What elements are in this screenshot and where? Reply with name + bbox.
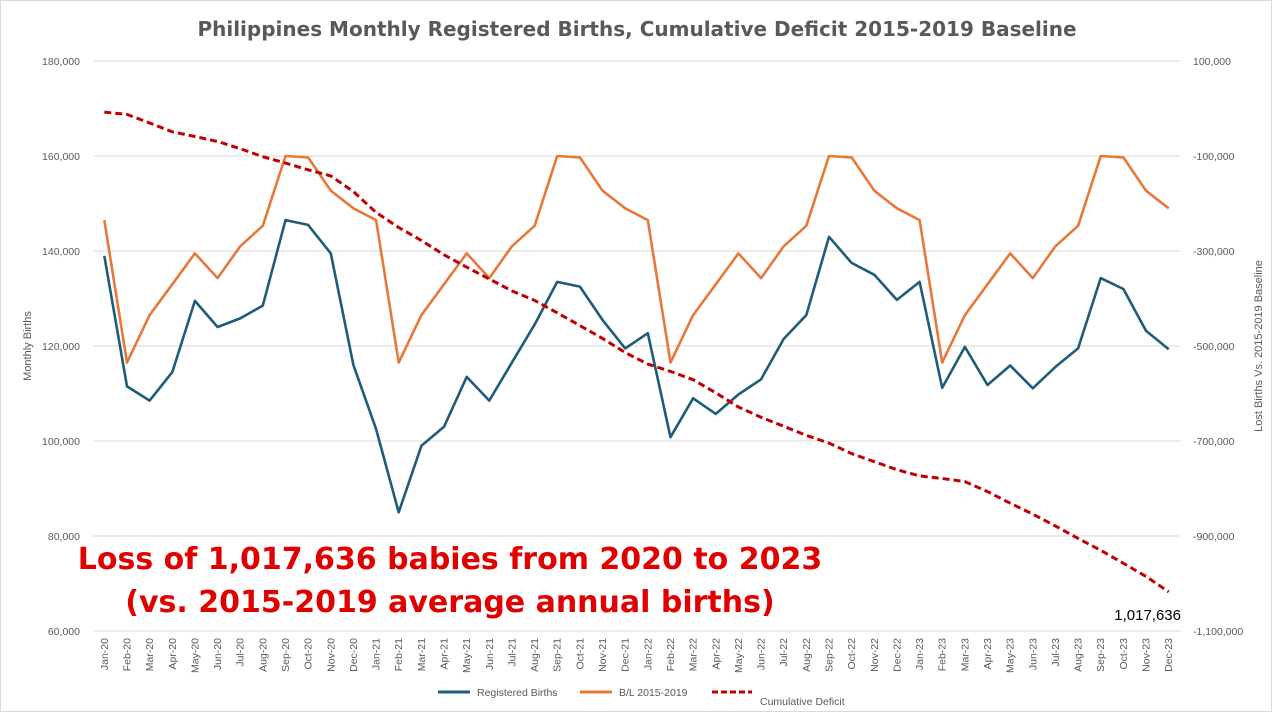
x-tick-label: Oct-22 [846,638,858,670]
x-tick-label: Dec-22 [891,638,903,672]
legend-label-registered-births: Registered Births [477,687,558,699]
x-tick-label: Nov-23 [1141,638,1153,672]
x-tick-label: Sep-22 [823,638,835,672]
x-tick-label: Oct-21 [574,638,586,670]
left-tick-label: 100,000 [42,436,80,448]
x-tick-label: Apr-21 [439,638,451,670]
left-tick-label: 180,000 [42,56,80,68]
right-tick-label: -100,000 [1193,151,1235,163]
series-lines [103,110,1170,594]
right-axis-title: Lost Births Vs. 2015-2019 Baseline [1253,260,1265,432]
x-tick-label: Nov-22 [869,638,881,672]
x-tick-label: Dec-21 [620,638,632,672]
x-tick-label: Jan-23 [914,638,926,670]
callout-line-2: (vs. 2015-2019 average annual births) [125,585,774,620]
right-tick-label: -700,000 [1193,436,1235,448]
x-tick-label: Apr-23 [982,638,994,670]
x-tick-label: Oct-20 [303,638,315,670]
x-tick-label: Jun-20 [212,638,224,670]
left-tick-label: 80,000 [48,531,80,543]
x-tick-label: Dec-23 [1163,638,1175,672]
x-tick-label: May-23 [1005,638,1017,673]
right-tick-label: -300,000 [1193,246,1235,258]
x-tick-label: May-22 [733,638,745,673]
x-tick-label: Mar-21 [416,638,428,671]
x-tick-label: Jun-22 [756,638,768,670]
x-tick-label: Feb-22 [665,638,677,671]
end-value-label: 1,017,636 [1114,607,1181,624]
x-tick-label: Jan-20 [99,638,111,670]
x-tick-label: Sep-21 [552,638,564,672]
x-tick-label: Jun-21 [484,638,496,670]
left-tick-label: 160,000 [42,151,80,163]
left-tick-label: 120,000 [42,341,80,353]
x-tick-label: Jun-23 [1027,638,1039,670]
x-tick-label: Feb-20 [121,638,133,671]
x-tick-label: Sep-20 [280,638,292,672]
x-tick-label: Oct-23 [1118,638,1130,670]
x-tick-label: Mar-22 [688,638,700,671]
x-tick-label: Jul-22 [778,638,790,667]
x-tick-label: Jan-22 [642,638,654,670]
left-axis-title: Monthly Births [22,311,34,381]
x-tick-label: Feb-23 [937,638,949,671]
legend-label-cumulative-deficit: Cumulative Deficit [760,696,845,708]
x-tick-label: Apr-22 [710,638,722,670]
x-tick-label: Sep-23 [1095,638,1107,672]
series-line-b-l-2015-2019 [103,154,1170,364]
gridlines [93,60,1180,632]
x-tick-label: Jul-20 [235,638,247,667]
x-tick-label: May-21 [461,638,473,673]
x-tick-label: Apr-20 [167,638,179,670]
x-axis-ticks: Jan-20 Feb-20 Mar-20 Apr-20 May-20 Jun-20 Jul-… [99,638,1175,673]
x-tick-label: Jul-21 [506,638,518,667]
legend: Registered Births B/L 2015-2019 Cumulati… [438,687,845,708]
x-tick-label: Aug-21 [529,638,541,672]
series-line-cumulative-deficit [104,110,1170,594]
x-tick-label: May-20 [189,638,201,673]
right-tick-label: -500,000 [1193,341,1235,353]
left-tick-label: 140,000 [42,246,80,258]
x-tick-label: Aug-20 [257,638,269,672]
x-tick-label: Aug-23 [1073,638,1085,672]
x-tick-label: Aug-22 [801,638,813,672]
left-axis-ticks: 60,000 80,000 100,000 120,000 140,000 160,000… [42,56,80,638]
right-tick-label: -900,000 [1193,531,1235,543]
chart-title: Philippines Monthly Registered Births, C… [197,17,1076,41]
series-line-registered-births [103,218,1170,514]
right-axis-ticks: -1,100,000 -900,000 -700,000 -500,000 -300,0… [1193,56,1243,638]
right-tick-label: 100,000 [1193,56,1231,68]
left-tick-label: 60,000 [48,626,80,638]
x-tick-label: Dec-20 [348,638,360,672]
x-tick-label: Jan-21 [371,638,383,670]
x-tick-label: Jul-23 [1050,638,1062,667]
x-tick-label: Mar-23 [959,638,971,671]
callout-line-1: Loss of 1,017,636 babies from 2020 to 20… [78,542,822,577]
x-tick-label: Mar-20 [144,638,156,671]
x-tick-label: Nov-20 [325,638,337,672]
right-tick-label: -1,100,000 [1193,626,1243,638]
x-tick-label: Feb-21 [393,638,405,671]
legend-label-baseline: B/L 2015-2019 [619,687,688,699]
x-tick-label: Nov-21 [597,638,609,672]
